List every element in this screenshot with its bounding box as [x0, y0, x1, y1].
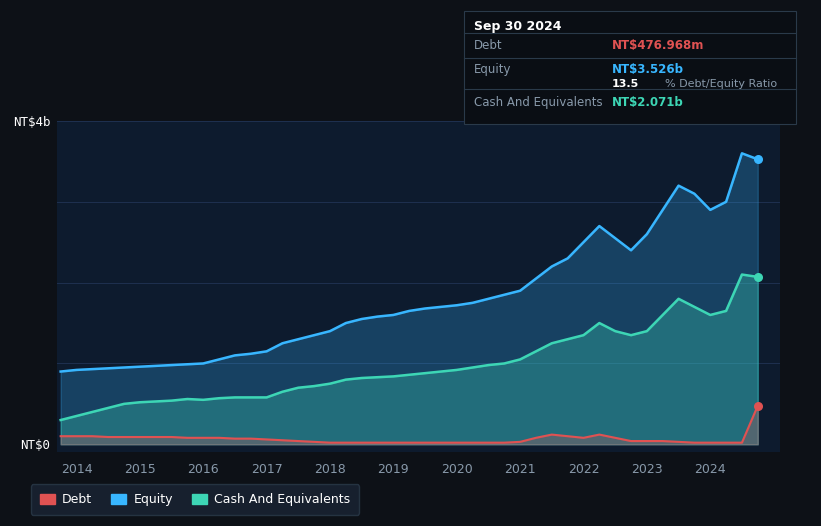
- Text: 13.5: 13.5: [612, 79, 639, 89]
- Point: [751, 155, 764, 164]
- Text: NT$2.071b: NT$2.071b: [612, 96, 683, 109]
- Point: [751, 272, 764, 281]
- Text: % Debt/Equity Ratio: % Debt/Equity Ratio: [665, 79, 777, 89]
- Point: [751, 401, 764, 410]
- Text: NT$476.968m: NT$476.968m: [612, 39, 704, 53]
- Text: Equity: Equity: [474, 63, 511, 76]
- Text: Sep 30 2024: Sep 30 2024: [474, 20, 562, 33]
- Legend: Debt, Equity, Cash And Equivalents: Debt, Equity, Cash And Equivalents: [31, 484, 359, 515]
- Text: NT$3.526b: NT$3.526b: [612, 63, 684, 76]
- Text: Debt: Debt: [474, 39, 502, 53]
- Text: Cash And Equivalents: Cash And Equivalents: [474, 96, 603, 109]
